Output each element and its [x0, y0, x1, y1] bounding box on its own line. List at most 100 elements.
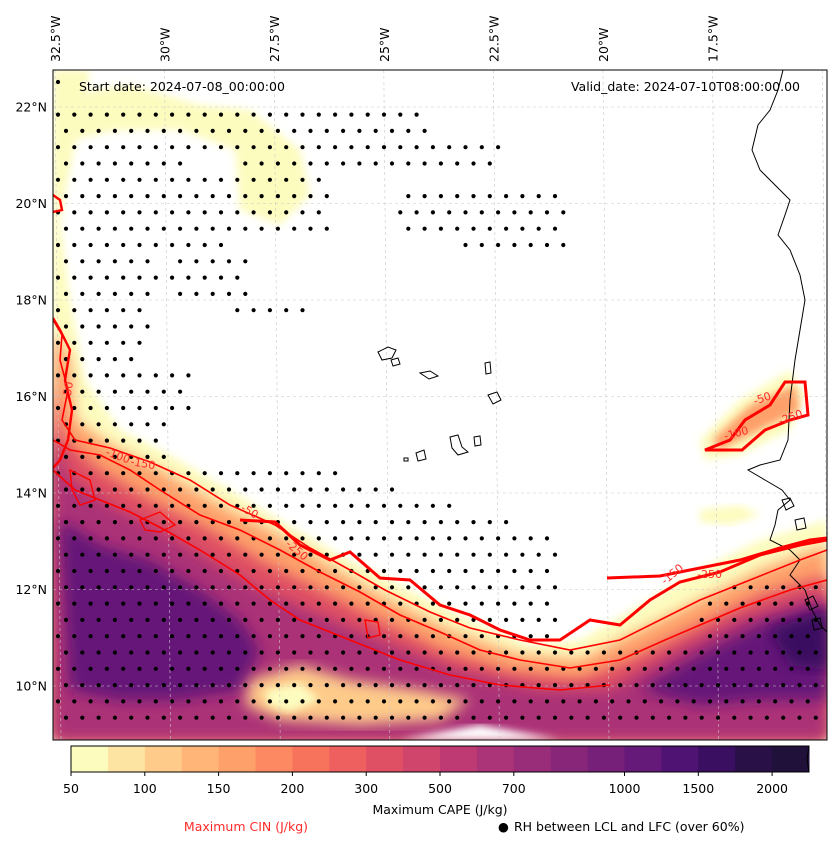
stipple-dot: [764, 683, 770, 688]
stipple-dot: [406, 552, 411, 557]
stipple-dot: [308, 194, 313, 199]
stipple-dot: [422, 715, 427, 720]
island: [377, 346, 397, 361]
stipple-dot: [194, 715, 199, 720]
stipple-dot: [797, 715, 802, 720]
stipple-dot: [259, 683, 264, 688]
stipple-dot: [129, 520, 134, 525]
stipple-dot: [137, 340, 142, 345]
stipple-dot: [593, 699, 599, 704]
stipple-dot: [626, 699, 631, 704]
stipple-dot: [202, 275, 207, 280]
stipple-dot: [137, 242, 142, 248]
stipple-dot: [715, 650, 721, 655]
stipple-dot: [610, 666, 615, 671]
stipple-dot: [112, 454, 117, 459]
stipple-dot: [112, 520, 117, 525]
stipple-dot: [471, 650, 476, 655]
stipple-dot: [104, 405, 109, 411]
stipple-dot: [463, 536, 468, 541]
stipple-dot: [552, 585, 558, 590]
stipple-dot: [72, 210, 77, 215]
stipple-dot: [504, 650, 509, 655]
stipple-dot: [789, 699, 794, 704]
stipple-dot: [585, 715, 590, 720]
stipple-dot: [145, 650, 150, 655]
stipple-dot: [324, 617, 329, 623]
stipple-dot: [577, 699, 582, 704]
stipple-dot: [170, 601, 175, 606]
stipple-dot: [178, 389, 183, 394]
stipple-dot: [186, 699, 191, 704]
stipple-dot: [357, 520, 362, 525]
stipple-dot: [528, 210, 533, 215]
stipple-dot: [471, 161, 476, 166]
stipple-dot: [153, 438, 158, 443]
stipple-dot: [512, 568, 517, 574]
stipple-dot: [601, 650, 607, 655]
stipple-dot: [88, 275, 93, 280]
stipple-dot: [112, 487, 117, 492]
stipple-dot: [715, 683, 721, 688]
cin-contour: [606, 536, 827, 580]
stipple-dot: [55, 242, 61, 248]
stipple-dot: [650, 650, 655, 655]
stipple-dot: [63, 683, 69, 688]
stipple-dot: [218, 601, 224, 606]
stipple-dot: [137, 438, 142, 443]
stipple-dot: [112, 650, 117, 655]
stipple-dot: [528, 242, 533, 248]
stipple-dot: [72, 177, 77, 182]
stipple-dot: [129, 128, 134, 133]
stipple-dot: [243, 650, 248, 655]
stipple-dot: [308, 650, 313, 655]
stipple-dot: [210, 715, 215, 720]
stipple-dot: [552, 226, 558, 231]
stipple-dot: [528, 699, 533, 704]
colorbar-tick-label: 150: [207, 781, 231, 796]
stipple-dot: [112, 715, 117, 720]
stipple-dot: [650, 715, 655, 720]
stipple-dot: [88, 568, 93, 574]
stipple-dot: [789, 634, 794, 639]
stipple-dot: [284, 177, 289, 182]
stipple-dot: [267, 536, 272, 541]
stipple-dot: [170, 666, 175, 671]
stipple-dot: [129, 357, 134, 362]
coastline: [377, 70, 827, 633]
stipple-dot: [316, 210, 321, 215]
stipple-dot: [80, 128, 85, 133]
stipple-dot: [63, 650, 69, 655]
cin-contour: [69, 468, 96, 506]
stipple-dot: [178, 128, 183, 133]
stipple-dot: [324, 715, 329, 720]
stipple-dot: [88, 601, 93, 606]
latitude-labels: 22°N 20°N 18°N 16°N 14°N 12°N 10°N: [15, 100, 47, 694]
stipple-dot: [259, 128, 264, 133]
colorbar-segment: [698, 746, 736, 772]
stipple-dot: [813, 585, 818, 590]
stipple-dot: [96, 259, 101, 264]
stipple-dot: [536, 585, 541, 590]
stipple-dot: [137, 275, 142, 280]
stipple-dot: [55, 503, 61, 508]
stipple-dot: [300, 634, 305, 639]
lat-tick-label: 12°N: [15, 582, 47, 597]
stipple-dot: [357, 552, 362, 557]
colorbar-segment: [440, 746, 478, 772]
stipple-dot: [72, 308, 77, 313]
stipple-dot: [740, 699, 745, 704]
stipple-dot: [226, 487, 232, 492]
stipple-dot: [569, 650, 574, 655]
stipple-dot: [129, 259, 134, 264]
stipple-dot: [104, 242, 109, 248]
stipple-dot: [740, 666, 745, 671]
stipple-dot: [389, 161, 395, 166]
stipple-dot: [308, 585, 313, 590]
stipple-dot: [406, 194, 411, 199]
stipple-dot: [740, 634, 745, 639]
cin-legend-label: Maximum CIN (J/kg): [184, 819, 308, 834]
stipple-dot: [210, 552, 215, 557]
stipple-dot: [284, 471, 289, 476]
stipple-dot: [121, 601, 126, 606]
